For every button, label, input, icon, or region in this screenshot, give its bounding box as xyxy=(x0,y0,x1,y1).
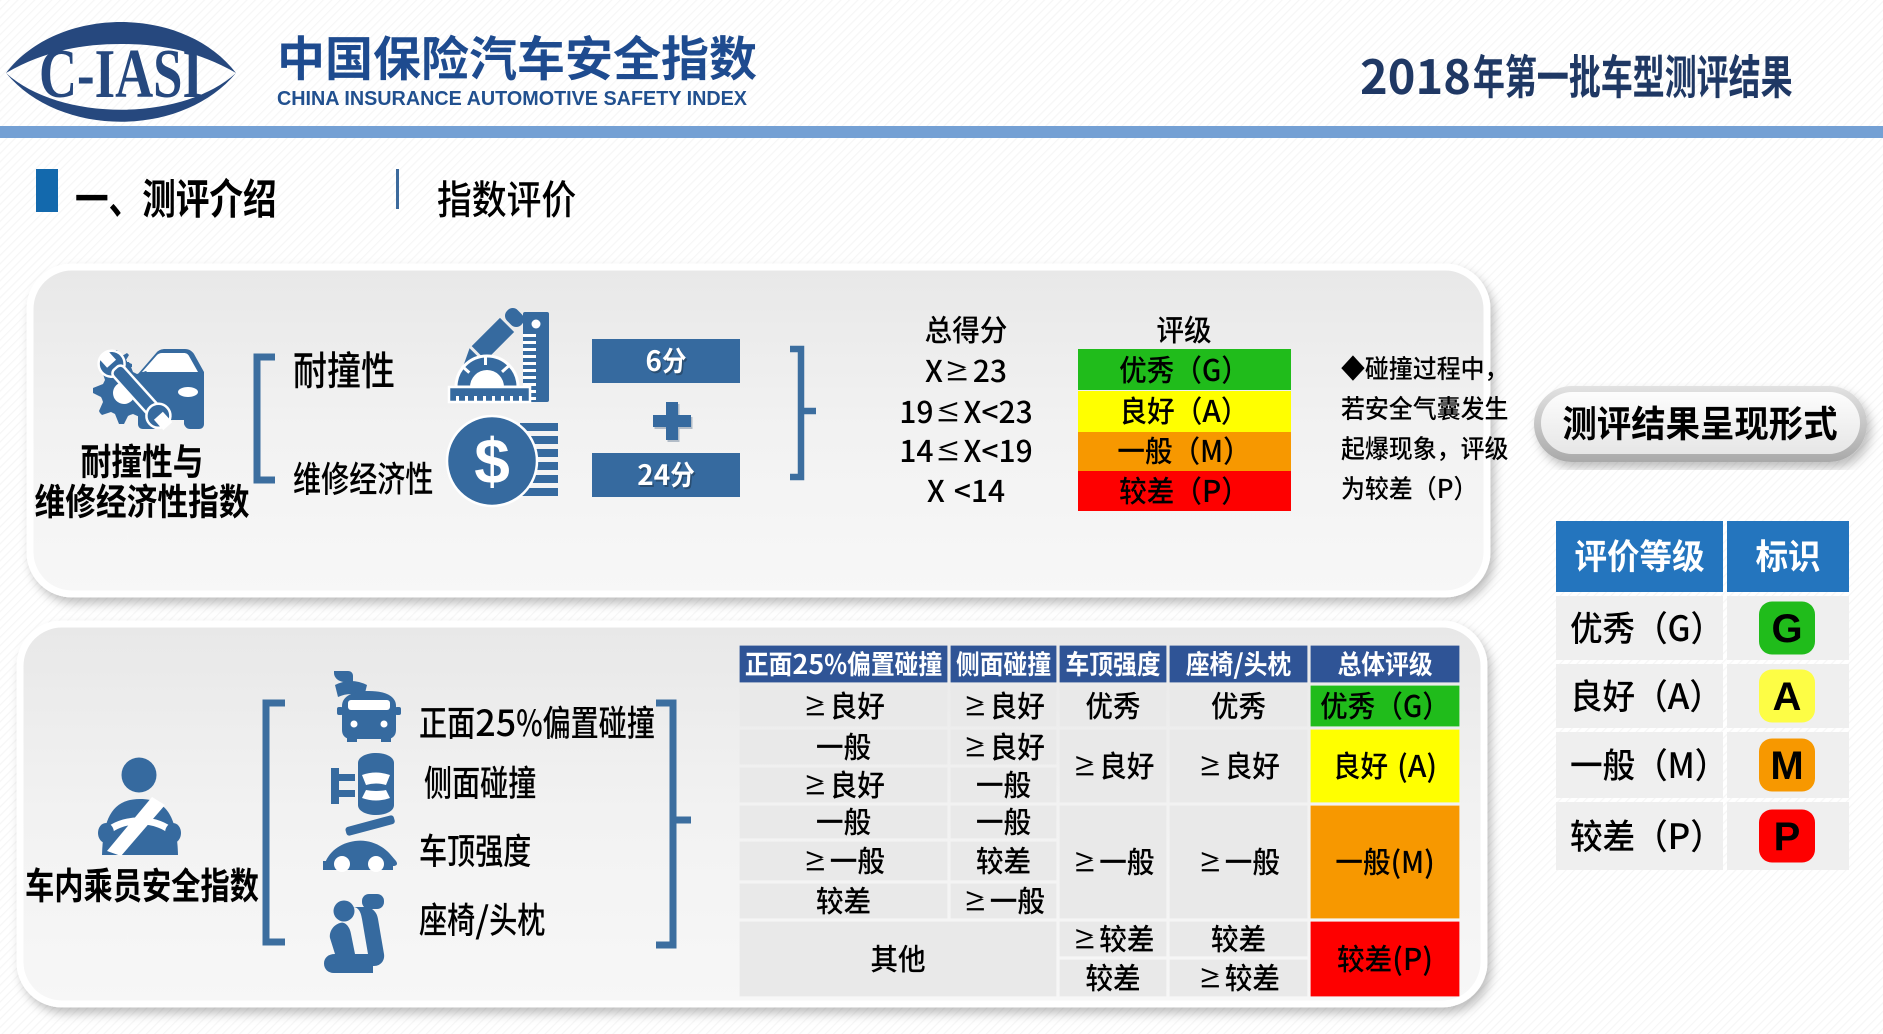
svg-text:CHINA INSURANCE AUTOMOTIVE SAF: CHINA INSURANCE AUTOMOTIVE SAFETY INDEX xyxy=(277,88,748,110)
svg-text:$: $ xyxy=(474,425,510,497)
svg-text:M: M xyxy=(1770,744,1803,788)
svg-text:C-IASI: C-IASI xyxy=(39,36,203,113)
svg-text:G: G xyxy=(1771,607,1802,651)
svg-text:A: A xyxy=(1773,675,1802,719)
svg-text:P: P xyxy=(1774,815,1801,859)
